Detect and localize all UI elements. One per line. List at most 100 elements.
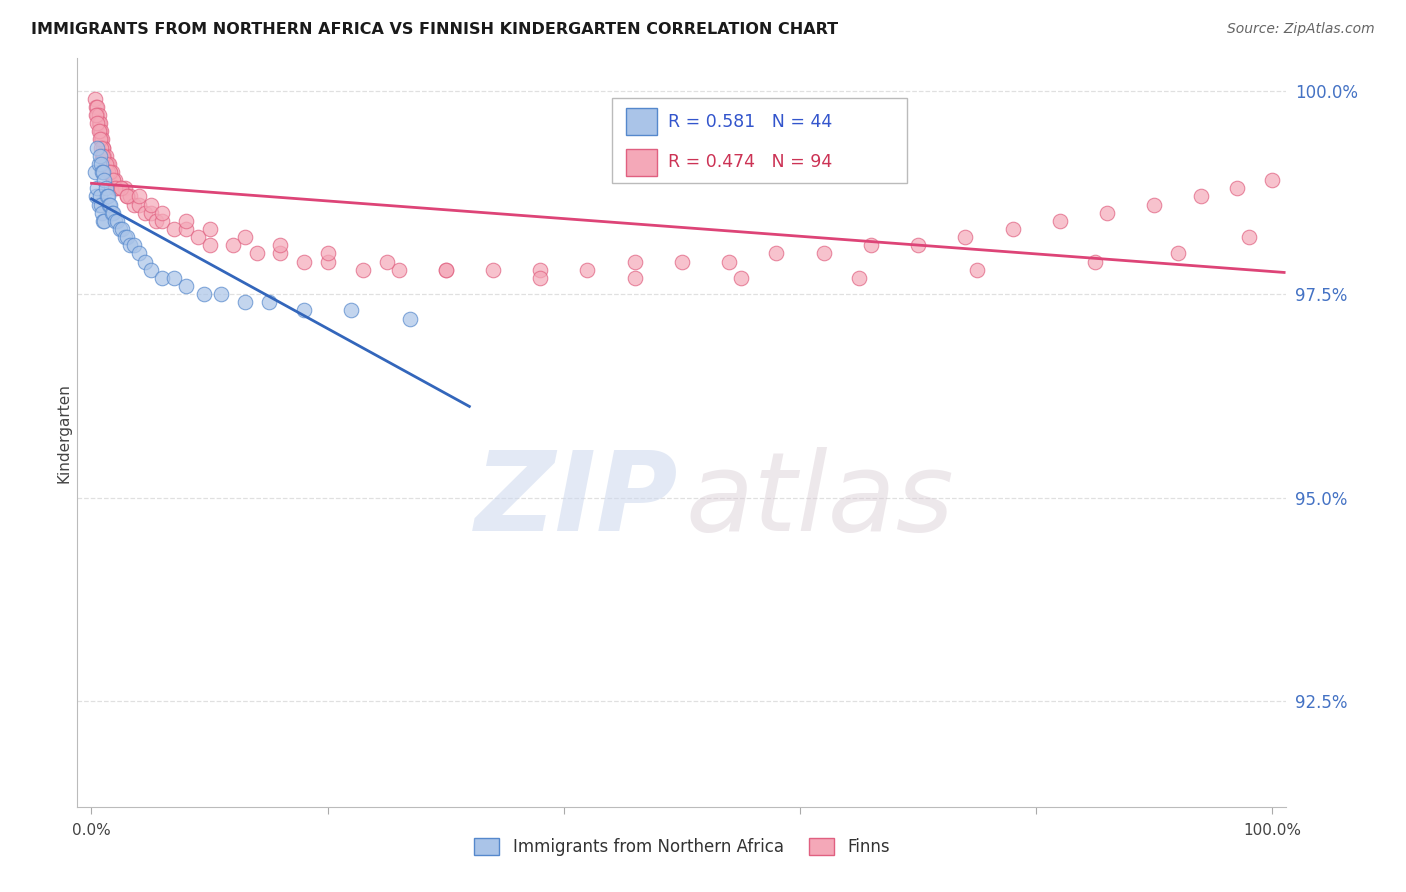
Point — [97, 157, 120, 171]
Point — [90, 140, 112, 154]
Point — [163, 271, 186, 285]
Point — [529, 271, 551, 285]
Point — [187, 230, 209, 244]
Point — [107, 214, 129, 228]
Point — [120, 238, 142, 252]
Point — [89, 149, 111, 163]
Text: ZIP: ZIP — [475, 447, 678, 554]
Point — [128, 246, 150, 260]
Point — [87, 124, 110, 138]
Point — [576, 262, 599, 277]
Point — [94, 157, 117, 171]
Point — [90, 197, 112, 211]
Point — [434, 262, 457, 277]
Point — [86, 140, 108, 154]
Point — [813, 246, 835, 260]
Point — [246, 246, 269, 260]
Point — [730, 271, 752, 285]
Point — [89, 189, 111, 203]
Point — [134, 205, 156, 219]
Point — [100, 165, 122, 179]
Point — [1084, 254, 1107, 268]
Point — [91, 214, 114, 228]
Point — [150, 205, 173, 219]
Point — [139, 262, 162, 277]
Point — [114, 181, 136, 195]
Point — [91, 149, 114, 163]
Point — [97, 165, 120, 179]
Point — [114, 230, 136, 244]
Point — [1143, 197, 1166, 211]
Text: R = 0.581   N = 44: R = 0.581 N = 44 — [668, 112, 832, 131]
Point — [292, 254, 315, 268]
Point — [907, 238, 929, 252]
Point — [1191, 189, 1213, 203]
Point — [91, 132, 114, 146]
Point — [316, 246, 339, 260]
Point — [104, 173, 127, 187]
Point — [84, 92, 107, 106]
Point — [91, 165, 114, 179]
Point — [623, 271, 645, 285]
Text: Source: ZipAtlas.com: Source: ZipAtlas.com — [1227, 22, 1375, 37]
Point — [399, 311, 422, 326]
Point — [1237, 230, 1260, 244]
Text: atlas: atlas — [686, 447, 955, 554]
Point — [139, 197, 162, 211]
Text: R = 0.474   N = 94: R = 0.474 N = 94 — [668, 153, 832, 171]
Point — [86, 100, 108, 114]
Point — [434, 262, 457, 277]
Point — [100, 197, 122, 211]
Point — [122, 238, 145, 252]
Point — [222, 238, 245, 252]
Text: IMMIGRANTS FROM NORTHERN AFRICA VS FINNISH KINDERGARTEN CORRELATION CHART: IMMIGRANTS FROM NORTHERN AFRICA VS FINNI… — [31, 22, 838, 37]
Point — [292, 303, 315, 318]
Point — [86, 108, 108, 122]
Point — [174, 222, 197, 236]
Point — [193, 287, 215, 301]
Point — [387, 262, 409, 277]
Point — [89, 132, 111, 146]
Point — [1095, 205, 1118, 219]
Point — [529, 262, 551, 277]
Point — [1261, 173, 1284, 187]
Point — [91, 205, 114, 219]
Point — [955, 230, 977, 244]
Point — [100, 205, 122, 219]
Point — [340, 303, 363, 318]
Point — [100, 165, 122, 179]
Point — [1001, 222, 1024, 236]
Point — [110, 181, 132, 195]
Point — [718, 254, 741, 268]
Point — [198, 238, 221, 252]
Point — [91, 140, 114, 154]
Point — [352, 262, 374, 277]
Point — [233, 230, 256, 244]
Point — [104, 214, 127, 228]
Point — [848, 271, 870, 285]
Point — [269, 246, 291, 260]
Point — [94, 181, 117, 195]
Point — [108, 222, 131, 236]
Y-axis label: Kindergarten: Kindergarten — [56, 383, 72, 483]
Point — [174, 214, 197, 228]
Point — [84, 100, 107, 114]
Point — [1049, 214, 1071, 228]
Point — [84, 108, 107, 122]
Point — [101, 205, 124, 219]
Point — [1226, 181, 1249, 195]
Point — [623, 254, 645, 268]
Point — [98, 157, 121, 171]
Point — [98, 197, 121, 211]
Point — [93, 214, 115, 228]
Point — [90, 157, 112, 171]
Point — [671, 254, 693, 268]
Point — [90, 132, 112, 146]
Point — [765, 246, 787, 260]
Point — [122, 197, 145, 211]
Point — [233, 295, 256, 310]
Point — [104, 181, 127, 195]
Point — [100, 165, 122, 179]
Point — [163, 222, 186, 236]
Point — [209, 287, 232, 301]
